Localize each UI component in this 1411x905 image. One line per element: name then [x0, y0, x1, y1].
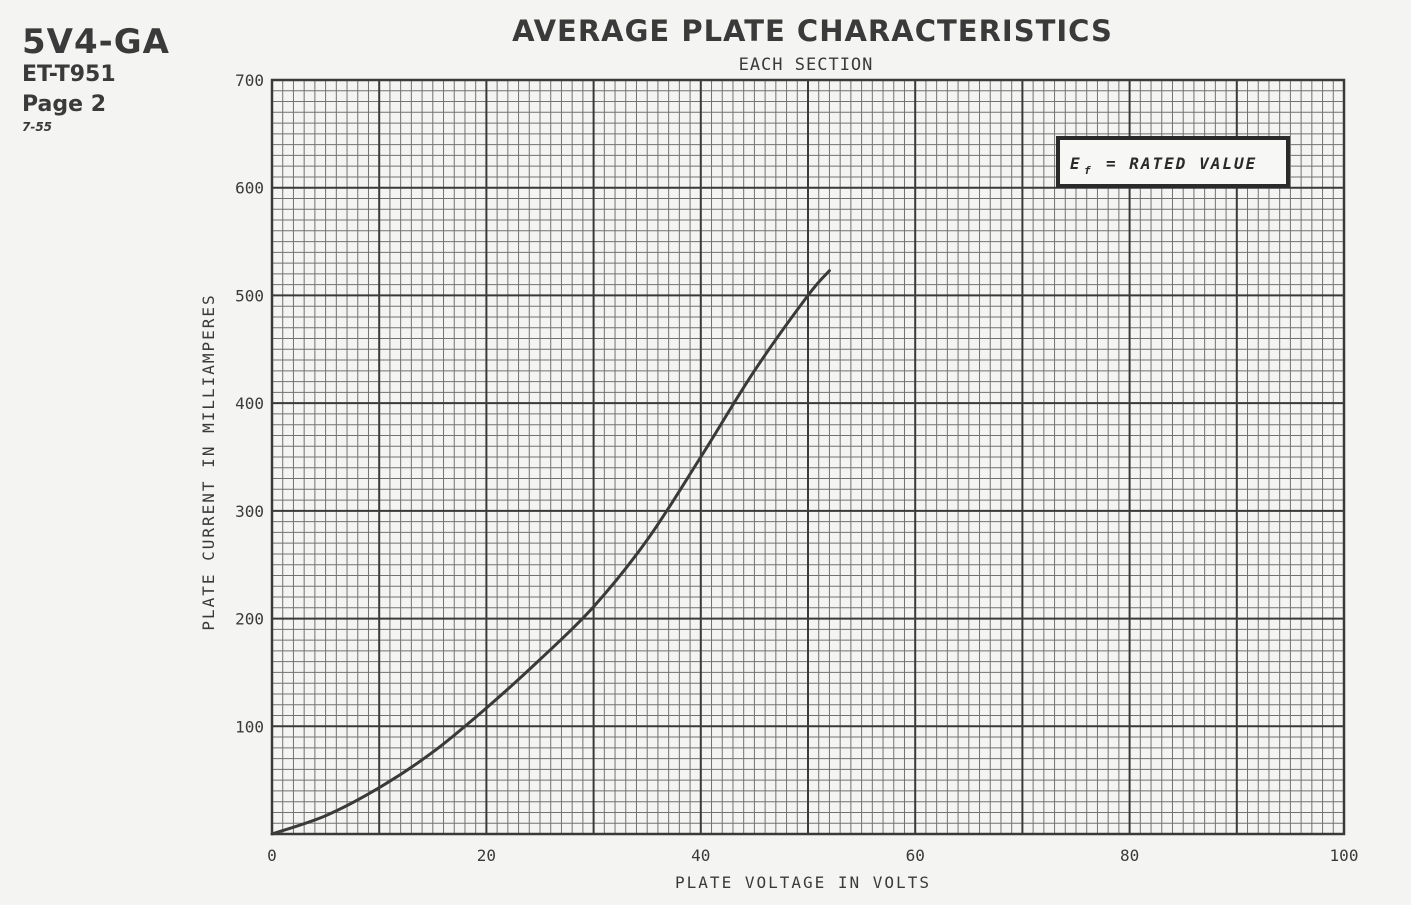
y-tick-label: 600 — [235, 179, 264, 198]
x-tick-label: 100 — [1330, 846, 1359, 865]
x-tick-labels: 0 20 40 60 80 100 — [267, 846, 1358, 865]
x-tick-label: 0 — [267, 846, 277, 865]
y-tick-label: 100 — [235, 717, 264, 736]
document-code: ET-T951 — [22, 62, 116, 87]
x-axis-label: PLATE VOLTAGE IN VOLTS — [675, 873, 931, 892]
page-number: Page 2 — [22, 92, 107, 117]
tube-type: 5V4-GA — [22, 22, 170, 62]
annotation-box: E f = RATED VALUE — [1056, 136, 1290, 188]
y-tick-labels: 100 200 300 400 500 600 700 — [235, 71, 264, 736]
y-tick-label: 500 — [235, 286, 264, 305]
chart-title: AVERAGE PLATE CHARACTERISTICS — [512, 14, 1113, 48]
annotation-subscript: f — [1084, 164, 1093, 177]
x-tick-label: 40 — [691, 846, 710, 865]
plate-current-curve — [270, 269, 831, 836]
x-tick-label: 60 — [906, 846, 925, 865]
annotation-symbol: E — [1070, 154, 1082, 173]
y-tick-label: 700 — [235, 71, 264, 90]
x-tick-label: 20 — [477, 846, 496, 865]
y-tick-label: 200 — [235, 610, 264, 629]
x-tick-label: 80 — [1120, 846, 1139, 865]
annotation-text: = RATED VALUE — [1106, 154, 1257, 173]
y-tick-label: 400 — [235, 394, 264, 413]
chart-subtitle: EACH SECTION — [738, 55, 874, 75]
revision-date: 7-55 — [22, 120, 53, 134]
plot-frame — [270, 78, 1346, 836]
y-tick-label: 300 — [235, 502, 264, 521]
y-axis-label: PLATE CURRENT IN MILLIAMPERES — [199, 293, 218, 630]
